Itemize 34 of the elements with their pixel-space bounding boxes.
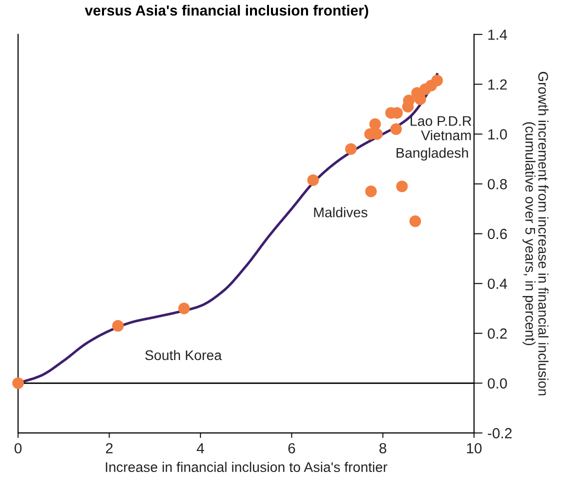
point (307, 174, 319, 186)
annotation: Bangladesh (396, 148, 468, 161)
y-tick-label: 0.4 (488, 278, 508, 289)
point (396, 180, 408, 192)
x-tick-label: 0 (14, 443, 22, 454)
y-tick-label: 0.2 (488, 328, 507, 339)
point (345, 143, 357, 155)
annotation: Vietnam (421, 130, 471, 140)
point (365, 186, 377, 198)
x-tick-label: 10 (467, 443, 482, 454)
y-axis-title: Growth increment from increase in financial inclusion (cumulative over 5 years, in percent) (522, 72, 548, 396)
point (12, 377, 24, 389)
x-tick-label: 8 (379, 443, 386, 454)
y-tick-label: 0.8 (488, 178, 507, 190)
x-tick-label: 6 (288, 443, 296, 454)
y-tick-label: 0.6 (488, 228, 507, 240)
annotation: Maldives (314, 207, 368, 218)
point (414, 93, 426, 106)
y-tick-label: 1.4 (488, 30, 508, 40)
point (390, 123, 402, 135)
point (431, 74, 443, 86)
point (409, 215, 422, 228)
point (178, 302, 190, 314)
x-axis-title: Increase in financial inclusion to Asia's frontier (106, 462, 388, 472)
x-tick-label: 2 (106, 443, 113, 454)
point (369, 118, 381, 130)
point (112, 320, 124, 332)
y-tick-label: -0.2 (488, 428, 512, 438)
chart-title: versus Asia's financial inclusion frontier) (84, 4, 368, 19)
y-tick-label: 1.0 (488, 129, 507, 140)
annotation: South Korea (145, 350, 222, 360)
y-tick-label: 0.0 (488, 378, 507, 389)
y-tick-label: 1.2 (488, 79, 507, 90)
x-tick-label: 4 (196, 443, 204, 454)
